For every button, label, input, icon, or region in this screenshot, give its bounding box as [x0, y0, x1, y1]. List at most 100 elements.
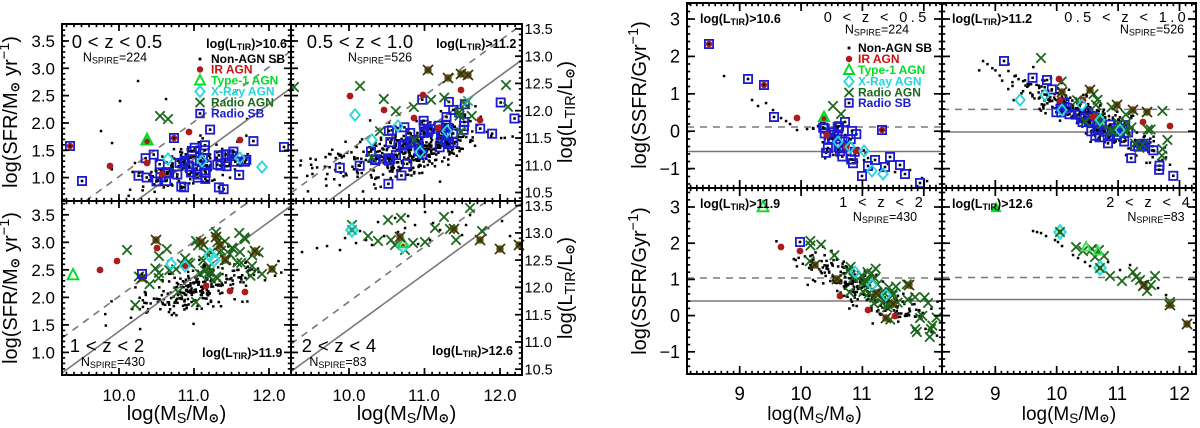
- svg-text:12.0: 12.0: [483, 386, 516, 405]
- svg-text:)>11.2: )>11.2: [997, 12, 1032, 26]
- svg-text:log(M: log(M: [767, 404, 815, 425]
- svg-text:−1: −1: [626, 28, 642, 44]
- svg-text:=526: =526: [1156, 23, 1184, 37]
- svg-text:1.0: 1.0: [31, 169, 55, 188]
- svg-text:13.5: 13.5: [525, 22, 553, 38]
- svg-text:11: 11: [1108, 384, 1128, 405]
- svg-text:3: 3: [670, 197, 680, 217]
- svg-text:log(L: log(L: [555, 295, 577, 339]
- svg-text:0 < z < 0.5: 0 < z < 0.5: [72, 31, 163, 52]
- svg-text:11.0: 11.0: [177, 386, 209, 405]
- svg-text:12.5: 12.5: [525, 253, 553, 269]
- svg-text:2.0: 2.0: [31, 288, 55, 307]
- svg-text:2.5: 2.5: [31, 87, 55, 106]
- svg-text:/M: /M: [1078, 404, 1099, 425]
- svg-text:2 < z < 4: 2 < z < 4: [302, 335, 377, 356]
- svg-text:TIR: TIR: [731, 17, 746, 27]
- svg-text:SPIRE: SPIRE: [92, 56, 119, 66]
- svg-text:11: 11: [852, 384, 872, 405]
- svg-text:TIR: TIR: [731, 202, 746, 212]
- svg-text:11.0: 11.0: [525, 158, 552, 174]
- svg-text:−1: −1: [659, 342, 680, 362]
- svg-text:S: S: [177, 411, 187, 427]
- svg-text:11.5: 11.5: [525, 308, 552, 324]
- svg-text:Type-1 AGN: Type-1 AGN: [858, 63, 925, 77]
- svg-text:/L: /L: [555, 79, 577, 96]
- svg-text:S: S: [407, 411, 417, 427]
- svg-text:TIR: TIR: [233, 351, 248, 361]
- svg-text:): ): [629, 21, 651, 28]
- svg-text:): ): [220, 403, 227, 425]
- svg-text:)>10.6: )>10.6: [251, 37, 287, 51]
- svg-text:2: 2: [670, 47, 680, 67]
- svg-text:11.0: 11.0: [408, 386, 440, 405]
- svg-text:10: 10: [790, 384, 811, 405]
- svg-text:1.0: 1.0: [31, 344, 55, 363]
- svg-text:)>11.9: )>11.9: [247, 346, 282, 360]
- svg-text:1.5: 1.5: [31, 141, 55, 160]
- svg-text:Non-AGN SB: Non-AGN SB: [858, 41, 932, 55]
- svg-text:12: 12: [913, 384, 934, 405]
- svg-text:Radio SB: Radio SB: [858, 96, 912, 110]
- svg-text:/M: /M: [824, 404, 845, 425]
- svg-text:/L: /L: [555, 255, 577, 272]
- svg-text:SPIRE: SPIRE: [1136, 215, 1163, 225]
- svg-text:=526: =526: [384, 51, 412, 65]
- svg-text:−1: −1: [626, 214, 642, 230]
- svg-text:log(L: log(L: [436, 37, 467, 51]
- svg-text:10.5: 10.5: [525, 186, 553, 202]
- svg-text:TIR: TIR: [983, 17, 998, 27]
- svg-text:9: 9: [990, 384, 1001, 405]
- svg-text:1: 1: [670, 84, 680, 104]
- svg-text:2.0: 2.0: [31, 114, 55, 133]
- svg-text:X-Ray AGN: X-Ray AGN: [858, 75, 922, 89]
- svg-text:log(SFR/M: log(SFR/M: [0, 268, 22, 364]
- svg-text:log(L: log(L: [206, 37, 237, 51]
- svg-text:Non-AGN SB: Non-AGN SB: [211, 52, 285, 66]
- svg-text:TIR: TIR: [563, 271, 579, 294]
- svg-text:log(L: log(L: [700, 12, 731, 26]
- svg-text:)>11.9: )>11.9: [745, 197, 780, 211]
- svg-text:10.0: 10.0: [102, 386, 135, 405]
- svg-text:Radio AGN: Radio AGN: [858, 86, 921, 100]
- svg-text:): ): [855, 404, 861, 425]
- svg-text:log(SSFR/Gyr: log(SSFR/Gyr: [629, 230, 651, 355]
- svg-text:IR AGN: IR AGN: [211, 63, 253, 77]
- svg-text:9: 9: [734, 384, 745, 405]
- svg-text:log(L: log(L: [700, 197, 731, 211]
- svg-text:12.0: 12.0: [252, 386, 285, 405]
- svg-text:log(M: log(M: [357, 403, 407, 425]
- svg-text:3.5: 3.5: [31, 206, 55, 225]
- svg-text:): ): [0, 212, 22, 219]
- svg-text:TIR: TIR: [467, 42, 482, 52]
- svg-text:TIR: TIR: [983, 202, 998, 212]
- svg-text:13.0: 13.0: [525, 226, 553, 242]
- svg-text:)>11.2: )>11.2: [481, 37, 516, 51]
- svg-text:Radio SB: Radio SB: [211, 107, 265, 121]
- svg-text:10.5: 10.5: [525, 362, 553, 378]
- svg-text:): ): [555, 237, 577, 244]
- svg-text:3.5: 3.5: [31, 32, 55, 51]
- svg-text:)>12.6: )>12.6: [997, 197, 1033, 211]
- svg-text:13.0: 13.0: [525, 49, 553, 65]
- svg-text:log(SSFR/Gyr: log(SSFR/Gyr: [629, 44, 651, 169]
- svg-text:): ): [629, 207, 651, 214]
- svg-text:−1: −1: [0, 43, 13, 59]
- svg-text:1 < z < 2: 1 < z < 2: [839, 195, 926, 211]
- svg-text:)>12.6: )>12.6: [477, 344, 513, 358]
- svg-text:Type-1 AGN: Type-1 AGN: [211, 74, 278, 88]
- svg-text:1.5: 1.5: [31, 316, 55, 335]
- svg-text:0 < z < 0.5: 0 < z < 0.5: [824, 10, 930, 26]
- svg-text:log(L: log(L: [432, 344, 463, 358]
- svg-text:N: N: [309, 355, 318, 369]
- svg-text:N: N: [83, 51, 92, 65]
- svg-text:3: 3: [670, 9, 680, 29]
- svg-text:yr: yr: [0, 235, 22, 258]
- svg-text:N: N: [348, 51, 357, 65]
- svg-text:Radio AGN: Radio AGN: [211, 96, 274, 110]
- svg-text:log(L: log(L: [202, 346, 233, 360]
- svg-text:=430: =430: [889, 210, 917, 224]
- svg-text:SPIRE: SPIRE: [90, 360, 117, 370]
- svg-text:12.0: 12.0: [525, 281, 553, 297]
- svg-text:log(L: log(L: [952, 12, 983, 26]
